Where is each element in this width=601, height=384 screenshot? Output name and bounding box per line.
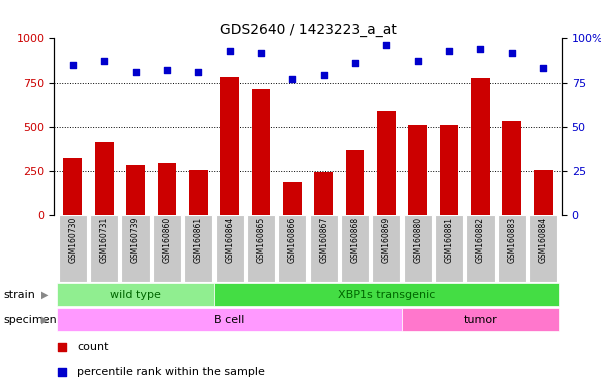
- Bar: [189, 170, 208, 215]
- Text: ▶: ▶: [41, 290, 48, 300]
- Point: [287, 76, 297, 82]
- Point: [162, 67, 172, 73]
- Bar: [252, 89, 270, 215]
- Point: [475, 46, 485, 52]
- Text: GSM160865: GSM160865: [257, 217, 266, 263]
- Point: [57, 369, 67, 375]
- Text: wild type: wild type: [110, 290, 161, 300]
- Bar: [283, 182, 302, 215]
- Bar: [126, 165, 145, 215]
- Title: GDS2640 / 1423223_a_at: GDS2640 / 1423223_a_at: [219, 23, 397, 37]
- Point: [413, 58, 423, 65]
- Text: ▶: ▶: [41, 314, 48, 325]
- Text: GSM160869: GSM160869: [382, 217, 391, 263]
- Text: GSM160881: GSM160881: [445, 217, 454, 263]
- Bar: [64, 157, 82, 215]
- Bar: [121, 215, 150, 282]
- Text: GSM160880: GSM160880: [413, 217, 423, 263]
- Text: GSM160864: GSM160864: [225, 217, 234, 263]
- Point: [68, 62, 78, 68]
- Bar: [471, 78, 490, 215]
- Bar: [157, 163, 176, 215]
- Bar: [435, 215, 463, 282]
- Bar: [59, 215, 87, 282]
- Text: XBP1s transgenic: XBP1s transgenic: [338, 290, 435, 300]
- Text: GSM160861: GSM160861: [194, 217, 203, 263]
- Bar: [346, 150, 364, 215]
- Point: [319, 73, 329, 79]
- Point: [57, 344, 67, 349]
- Text: GSM160882: GSM160882: [476, 217, 485, 263]
- Bar: [377, 111, 396, 215]
- Bar: [310, 215, 338, 282]
- Bar: [278, 215, 307, 282]
- Text: specimen: specimen: [3, 314, 56, 325]
- Text: GSM160731: GSM160731: [100, 217, 109, 263]
- Point: [350, 60, 360, 66]
- Text: strain: strain: [3, 290, 35, 300]
- Point: [538, 65, 548, 71]
- Bar: [220, 77, 239, 215]
- Bar: [502, 121, 521, 215]
- Text: GSM160883: GSM160883: [507, 217, 516, 263]
- Point: [194, 69, 203, 75]
- Bar: [57, 283, 214, 306]
- Text: GSM160860: GSM160860: [162, 217, 171, 263]
- Point: [444, 48, 454, 54]
- Bar: [402, 308, 559, 331]
- Point: [99, 58, 109, 65]
- Bar: [184, 215, 212, 282]
- Bar: [153, 215, 181, 282]
- Point: [131, 69, 141, 75]
- Point: [507, 50, 517, 56]
- Text: GSM160866: GSM160866: [288, 217, 297, 263]
- Bar: [314, 172, 333, 215]
- Bar: [440, 125, 459, 215]
- Bar: [372, 215, 400, 282]
- Bar: [341, 215, 369, 282]
- Text: GSM160739: GSM160739: [131, 217, 140, 263]
- Text: count: count: [77, 341, 108, 352]
- Bar: [216, 215, 244, 282]
- Text: percentile rank within the sample: percentile rank within the sample: [77, 366, 265, 377]
- Bar: [498, 215, 526, 282]
- Text: tumor: tumor: [463, 314, 497, 325]
- Bar: [404, 215, 432, 282]
- Bar: [57, 308, 402, 331]
- Text: B cell: B cell: [215, 314, 245, 325]
- Bar: [534, 170, 552, 215]
- Bar: [466, 215, 495, 282]
- Bar: [214, 283, 559, 306]
- Bar: [529, 215, 557, 282]
- Text: GSM160730: GSM160730: [69, 217, 78, 263]
- Text: GSM160867: GSM160867: [319, 217, 328, 263]
- Text: GSM160884: GSM160884: [538, 217, 548, 263]
- Point: [256, 50, 266, 56]
- Text: GSM160868: GSM160868: [350, 217, 359, 263]
- Point: [382, 42, 391, 48]
- Bar: [90, 215, 118, 282]
- Bar: [95, 142, 114, 215]
- Bar: [408, 125, 427, 215]
- Point: [225, 48, 234, 54]
- Bar: [247, 215, 275, 282]
